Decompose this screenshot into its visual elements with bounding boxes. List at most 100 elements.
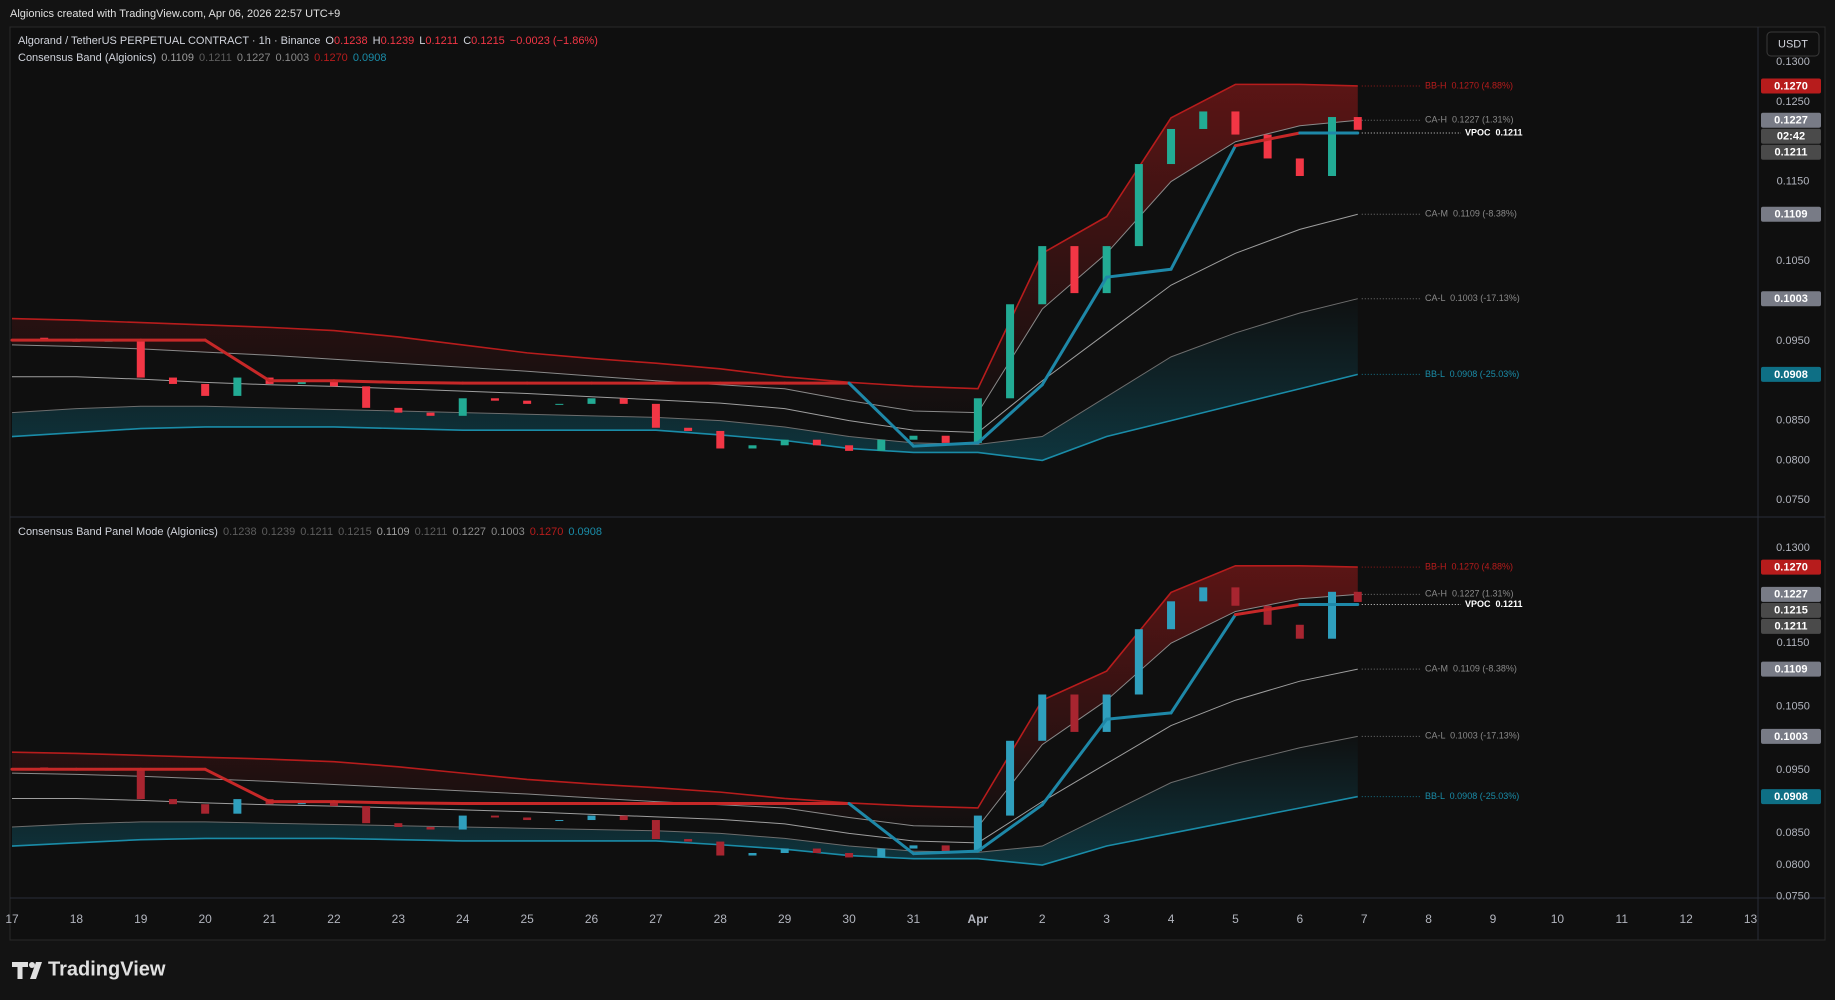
candle xyxy=(909,845,918,849)
y-tick-label: 0.1150 xyxy=(1777,637,1810,649)
x-tick-label: 18 xyxy=(70,912,84,926)
x-tick-label: Apr xyxy=(968,912,989,926)
currency-button[interactable] xyxy=(1766,31,1820,57)
y-tick-label: 0.0950 xyxy=(1776,764,1810,776)
legend-item: 0.1227 xyxy=(452,526,486,538)
price-badge-label: 0.1211 xyxy=(1774,621,1807,633)
x-tick-label: 31 xyxy=(907,912,921,926)
legend-item: 0.1003 xyxy=(276,52,310,64)
price-badge xyxy=(1761,144,1821,160)
x-tick-label: 21 xyxy=(263,912,277,926)
x-tick-label: 8 xyxy=(1425,912,1432,926)
legend-item: 0.1003 xyxy=(491,526,525,538)
vpoc-segment xyxy=(847,381,915,448)
y-tick-label: 0.0800 xyxy=(1776,859,1810,871)
candle xyxy=(490,398,499,401)
annotation-label: CA-M 0.1109 (-8.38%) xyxy=(1425,209,1517,219)
vpoc-segment xyxy=(1233,602,1302,617)
price-badge xyxy=(1761,618,1821,634)
x-tick-label: 4 xyxy=(1168,912,1175,926)
vpoc-segment xyxy=(976,383,1044,445)
candle xyxy=(1070,246,1079,294)
legend-item: C xyxy=(463,35,471,47)
y-tick-label: 0.1150 xyxy=(1777,175,1810,187)
candle xyxy=(1328,117,1337,176)
candle xyxy=(555,403,564,405)
band-fill xyxy=(12,565,1358,827)
candle xyxy=(458,815,467,830)
annotation-label: CA-H 0.1227 (1.31%) xyxy=(1425,589,1514,599)
annotation-label: CA-L 0.1003 (-17.13%) xyxy=(1425,731,1520,741)
price-badge xyxy=(1761,559,1821,575)
price-badge xyxy=(1761,291,1821,307)
candle xyxy=(1038,694,1047,741)
annotation-label: CA-M 0.1109 (-8.38%) xyxy=(1425,664,1517,674)
legend-item: 0.1211 xyxy=(199,52,232,64)
candle xyxy=(1231,587,1240,606)
candle xyxy=(297,380,306,384)
candle xyxy=(1295,158,1304,176)
candle xyxy=(233,799,242,814)
legend-item: 0.0908 xyxy=(353,52,387,64)
vpoc-segment xyxy=(847,802,915,856)
band-line xyxy=(11,735,1358,853)
legend-item: 0.1238 xyxy=(334,35,368,47)
candle xyxy=(941,845,950,852)
legend-item: 0.1109 xyxy=(377,526,410,538)
vpoc-segment xyxy=(396,801,465,806)
price-badge xyxy=(1761,728,1821,744)
x-tick-label: 29 xyxy=(778,912,792,926)
legend-line: Algorand / TetherUS PERPETUAL CONTRACT ·… xyxy=(18,35,598,47)
price-badge-label: 0.1211 xyxy=(1774,147,1807,159)
candle xyxy=(587,398,596,404)
vpoc-segment xyxy=(1105,711,1173,721)
candle xyxy=(1167,128,1176,165)
legend-item: 0.1239 xyxy=(262,526,296,538)
x-tick-label: 23 xyxy=(392,912,406,926)
y-tick-label: 0.1300 xyxy=(1776,56,1810,68)
vpoc-segment xyxy=(396,380,465,385)
candle xyxy=(1199,587,1208,602)
candle xyxy=(1038,246,1047,305)
legend-item: Consensus Band Panel Mode (Algionics) xyxy=(18,526,218,538)
candle xyxy=(201,804,210,814)
candle xyxy=(716,841,725,856)
x-tick-label: 7 xyxy=(1361,912,1368,926)
candle xyxy=(941,435,950,443)
annotation-label: BB-L 0.0908 (-25.03%) xyxy=(1425,791,1519,801)
candle xyxy=(812,439,821,446)
legend-item: 0.1270 xyxy=(530,526,564,538)
candle xyxy=(1102,694,1111,732)
vpoc-segment xyxy=(1040,717,1109,807)
y-tick-label: 0.0850 xyxy=(1776,414,1810,426)
legend-item: 0.1109 xyxy=(161,52,194,64)
price-badge-label: 0.1109 xyxy=(1774,209,1807,221)
legend-item: 0.1211 xyxy=(300,526,333,538)
y-tick-label: 0.1250 xyxy=(1776,96,1810,108)
annotation-label: VPOC 0.1211 xyxy=(1465,127,1523,137)
candle xyxy=(394,823,403,827)
x-tick-label: 17 xyxy=(5,912,19,926)
annotation-label: BB-H 0.1270 (4.88%) xyxy=(1425,561,1513,571)
legend-item: 0.1215 xyxy=(471,35,505,47)
price-badge-label: 0.1270 xyxy=(1774,561,1808,573)
legend-item: Algorand / TetherUS PERPETUAL CONTRACT ·… xyxy=(18,35,320,47)
price-badge-label: 02:42 xyxy=(1777,131,1805,143)
band-fill xyxy=(12,736,1358,866)
candle xyxy=(619,815,628,821)
candle xyxy=(1295,624,1304,639)
candle xyxy=(1006,304,1015,399)
price-badge xyxy=(1761,602,1821,618)
x-tick-label: 11 xyxy=(1616,912,1629,926)
candle xyxy=(716,430,725,449)
candle xyxy=(1070,694,1079,732)
x-tick-label: 3 xyxy=(1103,912,1110,926)
candle xyxy=(877,439,886,451)
x-tick-label: 5 xyxy=(1232,912,1239,926)
candle xyxy=(1231,111,1240,135)
candle xyxy=(168,799,177,805)
candle xyxy=(136,769,145,800)
y-tick-label: 0.0750 xyxy=(1776,494,1810,506)
legend-item: 0.1238 xyxy=(223,526,257,538)
